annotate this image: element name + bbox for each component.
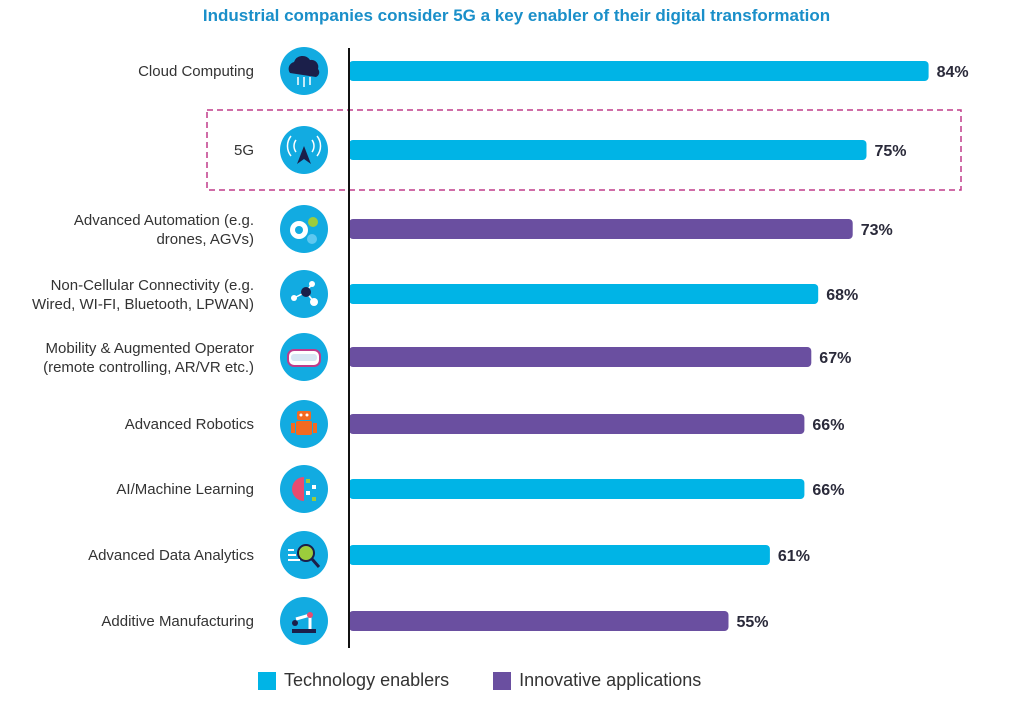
data-label: 55% (737, 614, 769, 631)
category-label: Advanced Automation (e.g. (74, 212, 254, 229)
legend-label-innovative: Innovative applications (519, 670, 702, 690)
antenna-signal-icon (280, 126, 328, 174)
category-label: Mobility & Augmented Operator (46, 340, 254, 357)
category-label: 5G (234, 142, 254, 159)
gears-icon (280, 205, 328, 253)
category-label: AI/Machine Learning (116, 481, 254, 498)
category-label: Advanced Data Analytics (88, 547, 254, 564)
category-label: Additive Manufacturing (101, 613, 254, 630)
category-label: (remote controlling, AR/VR etc.) (43, 359, 254, 376)
legend-item-technology: Technology enablers (258, 670, 449, 691)
bar (349, 611, 729, 631)
bar (349, 284, 819, 304)
chart-title: Industrial companies consider 5G a key e… (202, 6, 831, 25)
bar (349, 347, 812, 367)
bar (349, 140, 867, 160)
bar (349, 479, 805, 499)
chart-legend: Technology enablers Innovative applicati… (258, 670, 701, 691)
highlight-box-5g (206, 109, 962, 191)
magnifier-data-icon (280, 531, 328, 579)
bar (349, 61, 929, 81)
bar (349, 414, 805, 434)
network-nodes-icon (280, 270, 328, 318)
legend-item-innovative: Innovative applications (493, 670, 701, 691)
bar (349, 545, 770, 565)
data-label: 61% (778, 548, 810, 565)
data-label: 84% (937, 64, 969, 81)
brain-circuit-icon (280, 465, 328, 513)
category-label: Non-Cellular Connectivity (e.g. (51, 277, 254, 294)
legend-swatch-technology (258, 671, 276, 690)
data-label: 73% (861, 222, 893, 239)
data-label: 67% (819, 350, 851, 367)
data-label: 66% (812, 417, 844, 434)
legend-label-technology: Technology enablers (284, 670, 450, 690)
cloud-icon (280, 47, 328, 95)
data-label: 75% (875, 143, 907, 160)
category-label: Advanced Robotics (125, 416, 254, 433)
robotic-arm-icon (280, 597, 328, 645)
category-label: drones, AGVs) (156, 231, 254, 248)
bar (349, 219, 853, 239)
category-label: Wired, WI-FI, Bluetooth, LPWAN) (32, 296, 254, 313)
robot-icon (280, 400, 328, 448)
data-label: 66% (812, 482, 844, 499)
legend-swatch-innovative (493, 671, 512, 690)
vr-headset-icon (280, 333, 328, 381)
data-label: 68% (826, 287, 858, 304)
category-label: Cloud Computing (138, 63, 254, 80)
